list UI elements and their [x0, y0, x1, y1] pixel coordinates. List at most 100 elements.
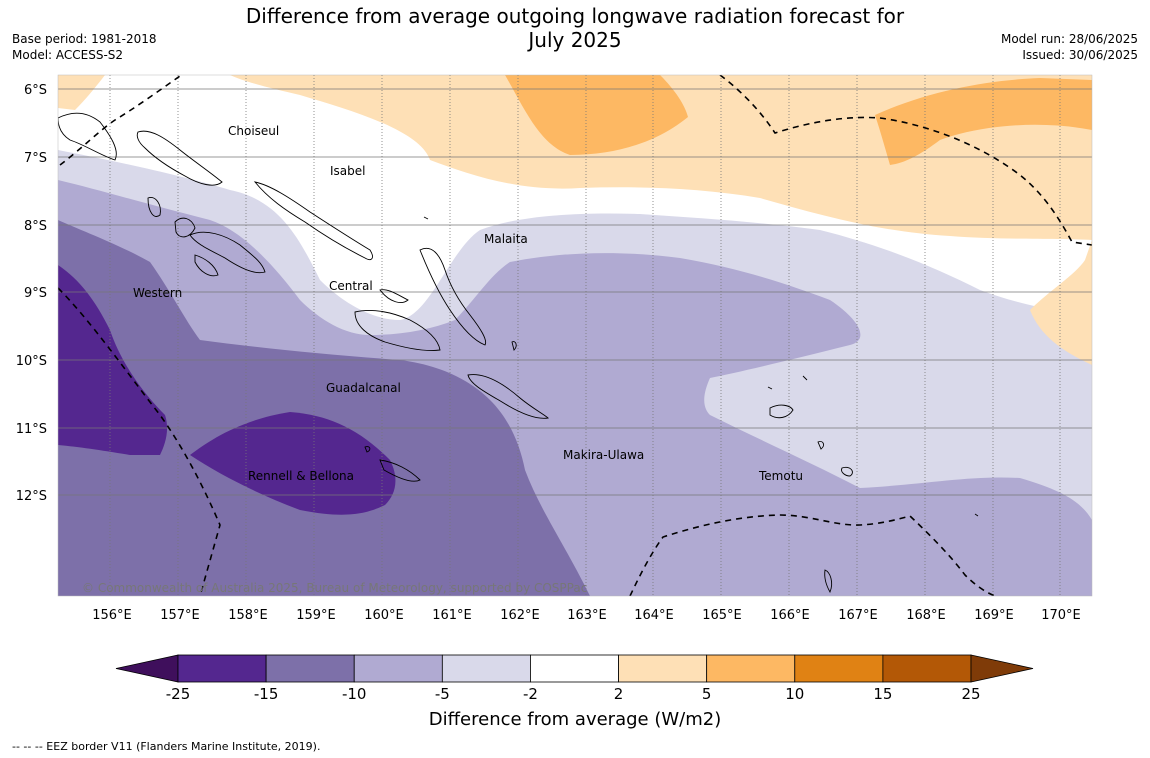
lon-label: 163°E — [567, 608, 607, 623]
band-mid-orange-1 — [505, 75, 688, 155]
meta-right: Model run: 28/06/2025 Issued: 30/06/2025 — [1001, 31, 1138, 63]
map-title: Difference from average outgoing longwav… — [220, 4, 930, 52]
eez-northwest — [59, 75, 181, 166]
model-run: Model run: 28/06/2025 — [1000, 32, 1138, 46]
colorbar-tick-label: 10 — [785, 685, 804, 703]
colorbar-segment — [794, 654, 884, 683]
lat-label: 11°S — [16, 422, 47, 437]
island-southeast — [824, 569, 833, 594]
eez-footnote: -- -- -- EEZ border V11 (Flanders Marine… — [12, 740, 321, 753]
lon-label: 170°E — [1041, 608, 1081, 623]
island-ulawa — [511, 341, 517, 351]
colorbar-extend-low — [115, 654, 179, 683]
colorbar-title: Difference from average (W/m2) — [428, 709, 722, 730]
copyright-notice: © Commonwealth of Australia 2025, Bureau… — [82, 581, 587, 595]
band-purple-rennell — [190, 412, 396, 515]
title-line-1: Difference from average outgoing longwav… — [245, 4, 905, 28]
island-bellona — [364, 446, 371, 453]
colorbar-tick-label: -25 — [166, 685, 191, 703]
label-choiseul: Choiseul — [228, 124, 279, 138]
island-rennell — [379, 459, 421, 482]
island-florida — [379, 289, 409, 303]
lon-label: 161°E — [432, 608, 472, 623]
colorbar-segment — [177, 654, 267, 683]
band-mid-orange-2 — [875, 78, 1092, 165]
band-light-orange-nw — [58, 75, 105, 110]
title-line-2: July 2025 — [528, 28, 622, 52]
latitude-labels: 6°S 7°S 8°S 9°S 10°S 11°S 12°S — [16, 83, 47, 504]
lon-label: 167°E — [838, 608, 878, 623]
lat-label: 10°S — [16, 354, 47, 369]
colorbar-segment — [882, 654, 972, 683]
label-guadalcanal: Guadalcanal — [326, 381, 401, 395]
colorbar-tick-label: 15 — [873, 685, 892, 703]
lat-label: 7°S — [24, 151, 47, 166]
lon-label: 169°E — [974, 608, 1014, 623]
issued-date: Issued: 30/06/2025 — [1022, 48, 1138, 62]
colorbar-segment — [441, 654, 531, 683]
island-vella — [147, 197, 161, 217]
longitude-labels: 156°E 157°E 158°E 159°E 160°E 161°E 162°… — [92, 608, 1081, 623]
island-ontong — [423, 216, 429, 220]
island-guadalcanal — [354, 309, 441, 351]
island-choiseul — [136, 130, 223, 186]
lon-label: 158°E — [228, 608, 268, 623]
lon-label: 166°E — [770, 608, 810, 623]
colorbar-tick-label: 25 — [961, 685, 980, 703]
island-bougainville — [58, 112, 117, 161]
colorbar-extend-high — [970, 654, 1034, 683]
label-central: Central — [329, 279, 373, 293]
label-temotu: Temotu — [758, 469, 803, 483]
colorbar-segment — [353, 654, 443, 683]
lon-label: 160°E — [364, 608, 404, 623]
eez-south — [629, 514, 996, 596]
label-rennell-bellona: Rennell & Bellona — [248, 469, 354, 483]
label-makira-ulawa: Makira-Ulawa — [563, 448, 644, 462]
island-anuta — [974, 513, 979, 517]
island-utupua — [817, 441, 825, 450]
lon-label: 164°E — [634, 608, 674, 623]
lon-label: 156°E — [92, 608, 132, 623]
coastlines — [58, 112, 979, 594]
base-period: Base period: 1981-2018 — [12, 32, 157, 46]
island-rendova — [194, 254, 219, 277]
meta-left: Base period: 1981-2018 Model: ACCESS-S2 — [12, 31, 157, 63]
anomaly-field: Choiseul Isabel Malaita Central Western … — [58, 75, 1092, 596]
colorbar-segment — [618, 654, 708, 683]
lon-label: 168°E — [906, 608, 946, 623]
label-western: Western — [133, 286, 182, 300]
map-frame — [57, 74, 1093, 597]
island-new-georgia — [174, 217, 266, 274]
colorbar-tick-label: -10 — [342, 685, 367, 703]
colorbar-segment — [706, 654, 796, 683]
colorbar-segment — [530, 654, 619, 683]
island-malaita — [419, 248, 487, 346]
colorbar: -25 -15 -10 -5 -2 2 5 10 15 25 — [115, 654, 1034, 703]
colorbar-tick-label: -2 — [523, 685, 538, 703]
lon-label: 157°E — [160, 608, 200, 623]
eez-border — [58, 75, 1092, 596]
lat-label: 8°S — [24, 219, 47, 234]
island-isabel — [253, 181, 373, 261]
colorbar-tick-label: -15 — [254, 685, 279, 703]
island-vanikoro — [841, 466, 853, 477]
colorbar-tick-label: -5 — [435, 685, 450, 703]
colorbar-segment — [265, 654, 355, 683]
lon-label: 159°E — [296, 608, 336, 623]
graticule — [58, 75, 1092, 596]
lon-label: 162°E — [500, 608, 540, 623]
colorbar-tick-label: 2 — [614, 685, 624, 703]
band-light-orange-east — [1030, 240, 1092, 365]
colorbar-tick-label: 5 — [702, 685, 712, 703]
island-makira — [467, 374, 549, 419]
lat-label: 9°S — [24, 286, 47, 301]
lon-label: 165°E — [702, 608, 742, 623]
label-malaita: Malaita — [484, 232, 528, 246]
lat-label: 6°S — [24, 83, 47, 98]
band-dark-lavender — [58, 220, 590, 596]
island-reef-1 — [767, 375, 808, 390]
lat-label: 12°S — [16, 489, 47, 504]
island-santa-cruz — [769, 404, 794, 419]
eez-north-east — [719, 75, 1092, 246]
